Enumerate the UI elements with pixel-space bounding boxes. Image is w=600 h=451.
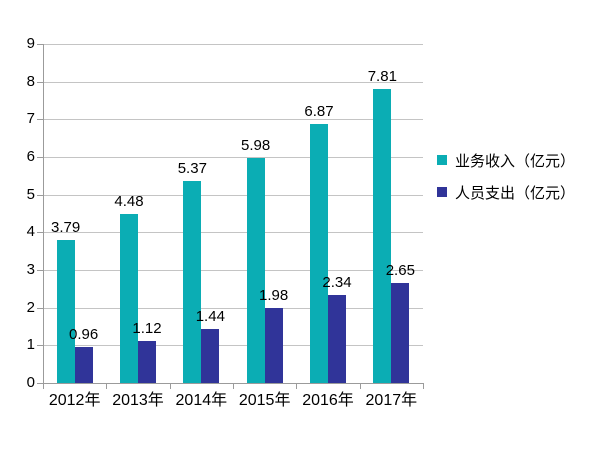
x-axis-tick (169, 383, 171, 389)
bar-revenue (310, 124, 328, 383)
y-axis-tick-label: 0 (26, 374, 35, 391)
bar-expense (391, 283, 410, 383)
gridline (43, 270, 423, 271)
y-axis-tick (37, 119, 43, 121)
value-label: 2.65 (385, 262, 415, 280)
y-axis-tick (37, 307, 43, 309)
y-axis-tick (37, 194, 43, 196)
bar-revenue (56, 240, 75, 383)
x-axis-label: 2015年 (238, 392, 291, 409)
y-axis-tick-label: 7 (26, 110, 35, 128)
x-axis-label: 2014年 (175, 392, 228, 409)
value-label: 2.34 (322, 273, 352, 291)
y-axis-tick-label: 1 (26, 336, 35, 354)
y-axis-tick-label: 6 (26, 148, 35, 165)
gridline (43, 119, 423, 121)
bar-expense (201, 328, 220, 383)
x-axis-tick (43, 383, 44, 389)
bar-revenue (373, 88, 392, 383)
gridline (43, 345, 423, 347)
bar-expense (74, 346, 93, 383)
legend-item-revenue: 业务收入（亿元） (437, 151, 576, 170)
value-label: 6.87 (304, 103, 334, 121)
y-axis-tick-label: 9 (26, 35, 35, 52)
value-label: 5.37 (177, 159, 207, 177)
y-axis-line (43, 44, 44, 384)
x-axis-label: 2012年 (48, 392, 101, 409)
gridline (43, 44, 423, 45)
legend-label-expense: 人员支出（亿元） (455, 184, 576, 202)
value-label: 5.98 (241, 136, 271, 154)
value-label: 1.98 (259, 287, 289, 305)
x-axis-tick (233, 383, 234, 389)
legend-label-revenue: 业务收入（亿元） (455, 152, 576, 170)
bar-revenue (246, 157, 265, 383)
gridline (43, 307, 423, 309)
bar-expense (138, 340, 156, 383)
gridline (43, 194, 423, 196)
bar-revenue (120, 214, 138, 383)
gridline (43, 157, 423, 158)
y-axis-tick (37, 345, 43, 347)
y-axis-tick-label: 8 (26, 72, 35, 90)
legend-swatch-expense-icon (437, 187, 447, 197)
x-axis-tick (423, 383, 424, 389)
gridline (43, 232, 423, 234)
y-axis-tick (37, 270, 43, 271)
x-axis-tick (359, 383, 361, 389)
legend: 业务收入（亿元） 人员支出（亿元） (437, 151, 575, 215)
y-axis-tick-label: 2 (26, 298, 35, 316)
y-axis-tick (37, 81, 43, 83)
value-label: 7.81 (367, 67, 397, 85)
value-label: 0.96 (69, 325, 99, 343)
y-axis-tick (37, 157, 43, 158)
x-axis-label: 2016年 (302, 392, 354, 409)
bar-expense (264, 308, 283, 383)
y-axis-tick (37, 383, 43, 384)
value-label: 4.48 (114, 193, 144, 211)
x-axis-label: 2013年 (112, 392, 164, 409)
y-axis-tick-label: 4 (26, 223, 35, 241)
bar-revenue (183, 180, 202, 383)
value-label: 3.79 (51, 219, 81, 237)
legend-swatch-revenue-icon (437, 155, 447, 165)
value-label: 1.12 (132, 319, 162, 337)
y-axis-tick (37, 232, 43, 234)
bar-expense (328, 294, 346, 383)
value-label: 1.44 (195, 307, 225, 325)
x-axis-tick (106, 383, 108, 389)
y-axis-tick (37, 44, 43, 45)
x-axis-label: 2017年 (365, 392, 418, 409)
x-axis-tick (296, 383, 298, 389)
y-axis-tick-label: 3 (26, 261, 35, 278)
legend-item-expense: 人员支出（亿元） (437, 183, 576, 202)
gridline (43, 81, 423, 83)
y-axis-tick-label: 5 (26, 185, 35, 203)
